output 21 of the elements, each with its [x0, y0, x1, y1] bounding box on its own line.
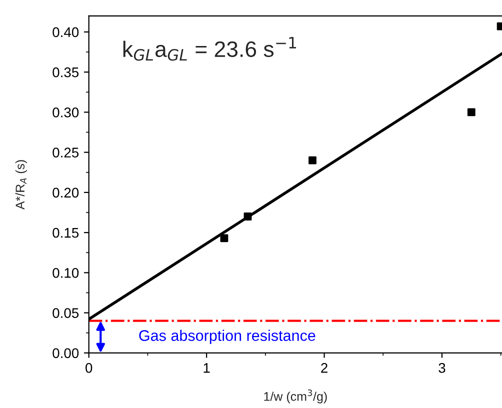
point: [220, 234, 228, 242]
annotation: k$_{GL}$a$_{GL}$ = 23.6 s$^{−1}$: [123, 37, 296, 61]
y-tick-label: 0.40: [52, 27, 79, 38]
y-tick-label: 0.35: [52, 67, 79, 78]
point: [308, 156, 316, 164]
y-tick-label: 0.10: [52, 268, 79, 278]
x-tick-label: 3: [438, 363, 446, 373]
point: [244, 212, 252, 220]
point: [467, 108, 476, 116]
x-tick-label: 2: [321, 363, 328, 373]
y-axis-title: A*/R$_{A}$ (s): [15, 160, 27, 210]
y-tick-label: 0.05: [52, 308, 79, 318]
x-axis-title: 1/w (cm$^{3}$/g): [264, 389, 327, 404]
x-tick-label: 1: [204, 363, 210, 373]
y-tick-label: 0.30: [52, 108, 79, 118]
ref-line-label: Gas absorption resistance: [139, 330, 316, 344]
y-tick-label: 0.25: [52, 148, 79, 158]
y-tick-label: 0.00: [52, 348, 79, 358]
x-tick-label: 0: [86, 363, 92, 373]
y-tick-label: 0.15: [52, 228, 79, 238]
y-tick-label: 0.20: [52, 188, 79, 198]
